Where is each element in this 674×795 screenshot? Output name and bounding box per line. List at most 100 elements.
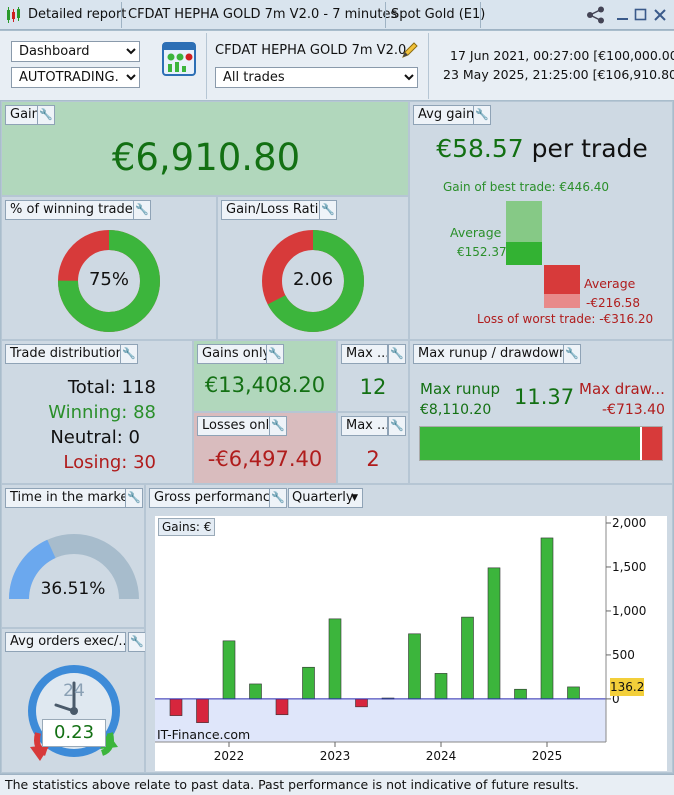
bar-2024Q1 <box>434 673 448 700</box>
runup-value: €8,110.20 <box>420 402 492 418</box>
win-pct-label: % of winning trades <box>5 200 145 220</box>
bar-2023Q2 <box>355 698 368 708</box>
gains-only-panel: Gains only 🔧 €13,408.20 <box>193 340 337 412</box>
bar-2023Q1 <box>328 618 342 700</box>
win-pct-donut <box>58 230 160 332</box>
win-pct-panel: % of winning trades 🔧 75% <box>1 196 217 340</box>
y-tick-label: 2,000 <box>612 516 646 530</box>
edit-pencil-icon[interactable] <box>400 40 420 60</box>
losing-trades: Losing: 30 <box>63 452 156 473</box>
wrench-icon[interactable]: 🔧 <box>563 344 581 364</box>
wrench-icon[interactable]: 🔧 <box>120 344 138 364</box>
last-value-badge: 136.2 <box>610 677 645 696</box>
runup-title: Max runup <box>420 380 500 398</box>
winning-trades: Winning: 88 <box>48 402 156 423</box>
max-consec-loss-value: 2 <box>366 447 380 471</box>
x-tick-label: 2025 <box>532 749 563 763</box>
wrench-icon[interactable]: 🔧 <box>269 416 287 436</box>
bar-2021Q4 <box>196 698 209 723</box>
time-market-gauge <box>9 534 139 600</box>
toolbar: Dashboard AUTOTRADING.EE CFDAT HEPHA GOL… <box>0 31 674 101</box>
close-icon[interactable] <box>653 8 667 22</box>
total-trades: Total: 118 <box>67 377 156 398</box>
win-pct-value: 75% <box>88 269 129 290</box>
gross-perf-label: Gross performance <box>149 488 284 508</box>
max-consec-loss-panel: Max ... 🔧 2 <box>337 412 409 484</box>
avg-win-label: Average <box>450 225 502 240</box>
wrench-icon[interactable]: 🔧 <box>266 344 284 364</box>
wrench-icon[interactable]: 🔧 <box>37 105 55 125</box>
report-chart-icon[interactable] <box>161 41 197 77</box>
wrench-icon[interactable]: 🔧 <box>125 488 143 508</box>
runup-ratio: 11.37 <box>514 385 575 409</box>
avg-exec-value: 0.23 <box>42 719 106 747</box>
wrench-icon[interactable]: 🔧 <box>388 344 406 364</box>
y-tick-label: 500 <box>612 648 635 662</box>
bar-2022Q1 <box>222 640 236 700</box>
chart-gains-label: Gains: € <box>158 518 216 536</box>
losses-only-value: -€6,497.40 <box>207 447 323 471</box>
strategy-name: CFDAT HEPHA GOLD 7m V2.0 <box>215 43 407 58</box>
tab-detailed-report[interactable]: Detailed report <box>28 7 127 22</box>
watermark: IT-Finance.com <box>157 727 251 742</box>
wrench-icon[interactable]: 🔧 <box>388 416 406 436</box>
avg-loss-value: -€216.58 <box>586 296 640 310</box>
best-trade: Gain of best trade: €446.40 <box>443 180 610 194</box>
share-icon[interactable] <box>586 6 606 24</box>
gl-ratio-panel: Gain/Loss Ratio 🔧 2.06 <box>217 196 409 340</box>
account-select[interactable]: AUTOTRADING.EE <box>11 67 140 88</box>
maximize-icon[interactable] <box>634 8 648 22</box>
trade-dist-panel: Trade distribution 🔧 Total: 118 Winning:… <box>1 340 193 484</box>
trade-dist-label: Trade distribution <box>5 344 129 364</box>
y-tick-label: 0 <box>612 692 620 706</box>
x-tick-label: 2022 <box>214 749 245 763</box>
y-tick-label: 1,000 <box>612 604 646 618</box>
bar-2024Q2 <box>461 616 474 700</box>
worst-trade: Loss of worst trade: -€316.20 <box>477 312 654 326</box>
end-date-line: 23 May 2025, 21:25:00 [€106,910.80] <box>443 67 674 82</box>
avg-gain-label: Avg gain <box>413 105 480 125</box>
clock-label: 24 <box>63 681 85 701</box>
gl-ratio-value: 2.06 <box>292 269 334 290</box>
avg-gain-panel: Avg gain 🔧 €58.57 per trade Gain of best… <box>409 101 673 340</box>
avg-win-value: €152.37 <box>457 245 507 259</box>
max-consec-win-value: 12 <box>359 375 387 399</box>
runup-bar-fill <box>420 427 643 460</box>
gl-ratio-label: Gain/Loss Ratio <box>221 200 332 220</box>
wrench-icon[interactable]: 🔧 <box>473 105 491 125</box>
period-select[interactable]: Quarterly ▼ <box>288 488 363 508</box>
losses-only-panel: Losses only 🔧 -€6,497.40 <box>193 412 337 484</box>
bar-2022Q4 <box>302 666 315 700</box>
chevron-down-icon: ▼ <box>351 493 358 503</box>
tab-strategy[interactable]: CFDAT HEPHA GOLD 7m V2.0 - 7 minutes <box>128 7 398 22</box>
avg-loss-label: Average <box>584 276 636 291</box>
trades-filter-select[interactable]: All trades <box>215 67 418 88</box>
neutral-trades: Neutral: 0 <box>50 427 140 448</box>
minimize-icon[interactable] <box>616 8 630 22</box>
tab-instrument[interactable]: Spot Gold (E1) <box>391 7 486 22</box>
gross-perf-chart: 2,000 1,500 1,000 500 0 2022 2023 2024 2025 <box>155 516 667 771</box>
gain-label: Gain <box>5 105 45 125</box>
avg-exec-label: Avg orders exec/... <box>5 632 126 652</box>
bar-2022Q2 <box>249 683 262 700</box>
title-bar: Detailed report CFDAT HEPHA GOLD 7m V2.0… <box>0 0 674 30</box>
losses-only-label: Losses only <box>197 416 282 436</box>
wrench-icon[interactable]: 🔧 <box>319 200 337 220</box>
bar-2025Q1 <box>540 537 554 700</box>
time-market-panel: Time in the market 🔧 36.51% <box>1 484 145 628</box>
bar-2022Q3 <box>275 698 289 716</box>
gains-only-value: €13,408.20 <box>204 373 326 397</box>
wrench-icon[interactable]: 🔧 <box>269 488 287 508</box>
avg-exec-panel: Avg orders exec/... 🔧 24 0.23 <box>1 628 146 773</box>
candlestick-icon <box>7 7 20 23</box>
gains-only-label: Gains only <box>197 344 276 364</box>
wrench-icon[interactable]: 🔧 <box>128 632 146 652</box>
gain-panel: Gain 🔧 €6,910.80 <box>1 101 409 196</box>
wrench-icon[interactable]: 🔧 <box>133 200 151 220</box>
gl-ratio-donut <box>262 230 364 332</box>
runup-label: Max runup / drawdown <box>413 344 573 364</box>
bar-2025Q2 <box>567 686 580 700</box>
view-select[interactable]: Dashboard <box>11 41 140 62</box>
drawdown-value: -€713.40 <box>602 402 665 418</box>
max-consec-loss-label: Max ... <box>341 416 388 436</box>
